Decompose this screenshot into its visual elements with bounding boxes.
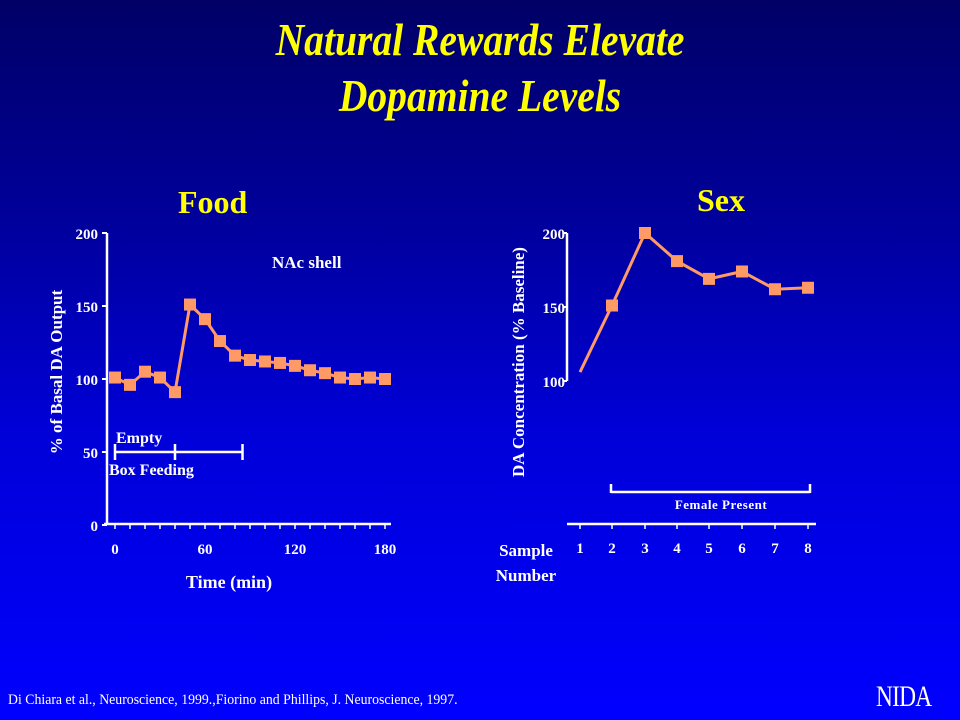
data-point-marker [109, 371, 121, 384]
slide-title-line-1: Natural Rewards Elevate [275, 14, 685, 65]
food-chart: 0 50 100 150 200 0 60 120 180 NAc shell Time (mi… [47, 227, 396, 593]
data-point-marker [802, 281, 814, 294]
data-point-marker [703, 272, 715, 285]
sex-y-axis-label: DA Concentration (% Baseline) [509, 247, 528, 477]
food-series-line [109, 298, 391, 399]
nida-logo: NIDA [876, 680, 932, 713]
sex-series-line [578, 227, 814, 373]
data-point-marker [169, 386, 181, 399]
food-axes [102, 232, 391, 529]
data-point-marker [334, 371, 346, 384]
data-point-marker [229, 349, 241, 362]
slide-title: Natural Rewards Elevate Dopamine Levels [67, 12, 893, 124]
food-y-tick-label: 100 [76, 373, 99, 389]
female-present-label: Female Present [675, 497, 767, 512]
data-point-marker [259, 355, 271, 368]
food-y-tick-label: 200 [76, 227, 99, 243]
nac-shell-annotation: NAc shell [272, 253, 342, 272]
food-x-tick-label: 0 [111, 542, 119, 558]
sex-y-tick-label: 150 [543, 301, 566, 317]
sex-y-tick-label: 200 [543, 227, 566, 243]
food-y-tick-label: 0 [91, 519, 99, 535]
food-y-axis-label: % of Basal DA Output [47, 289, 66, 454]
food-x-axis-label: Time (min) [186, 572, 272, 593]
sex-chart: 100 150 200 1 2 3 4 5 6 7 8 Female Present DA Conc… [496, 227, 816, 585]
sex-tick-labels: 100 150 200 1 2 3 4 5 6 7 8 [543, 227, 812, 557]
data-point-marker [364, 371, 376, 384]
data-point-marker [274, 356, 286, 369]
empty-label: Empty [116, 430, 162, 447]
sex-y-tick-label: 100 [543, 375, 566, 391]
data-point-marker [199, 313, 211, 326]
data-point-marker [214, 335, 226, 348]
sex-x-tick-label: 8 [804, 541, 812, 557]
sex-x-axis-label-line-2: Number [496, 566, 557, 585]
data-point-marker [139, 365, 151, 378]
sex-x-axis-label-line-1: Sample [499, 541, 553, 560]
sex-axes [563, 232, 816, 529]
female-present-bracket [609, 484, 812, 494]
food-y-tick-label: 150 [76, 300, 99, 316]
food-chart-title: Food [178, 184, 248, 220]
citation: Di Chiara et al., Neuroscience, 1999.,Fi… [8, 692, 458, 708]
sex-x-tick-label: 3 [641, 541, 649, 557]
data-point-marker [319, 367, 331, 380]
data-point-marker [124, 378, 136, 391]
food-x-tick-label: 120 [284, 542, 307, 558]
data-point-marker [289, 359, 301, 372]
sex-chart-title: Sex [697, 182, 745, 218]
data-point-marker [244, 354, 256, 367]
data-point-marker [349, 373, 361, 385]
sex-x-tick-label: 7 [771, 541, 779, 557]
food-y-tick-label: 50 [83, 446, 98, 462]
sex-x-tick-label: 5 [705, 541, 713, 557]
sex-x-tick-label: 4 [673, 541, 681, 557]
sex-x-tick-label: 1 [576, 541, 584, 557]
data-point-marker [639, 227, 651, 239]
data-point-marker [606, 299, 618, 312]
data-point-marker [736, 265, 748, 278]
food-x-tick-label: 180 [374, 542, 397, 558]
data-point-marker [154, 371, 166, 384]
food-x-tick-label: 60 [198, 542, 213, 558]
box-feeding-label: Box Feeding [109, 462, 194, 479]
empty-box-feeding-bracket [113, 444, 244, 460]
food-tick-labels: 0 50 100 150 200 0 60 120 180 [76, 227, 397, 558]
data-point-marker [379, 373, 391, 385]
data-point-marker [671, 255, 683, 268]
sex-x-tick-label: 2 [608, 541, 616, 557]
data-point-marker [184, 298, 196, 311]
slide-title-line-2: Dopamine Levels [338, 70, 622, 121]
sex-x-tick-label: 6 [738, 541, 746, 557]
data-point-marker [304, 364, 316, 377]
data-point-marker [769, 283, 781, 296]
